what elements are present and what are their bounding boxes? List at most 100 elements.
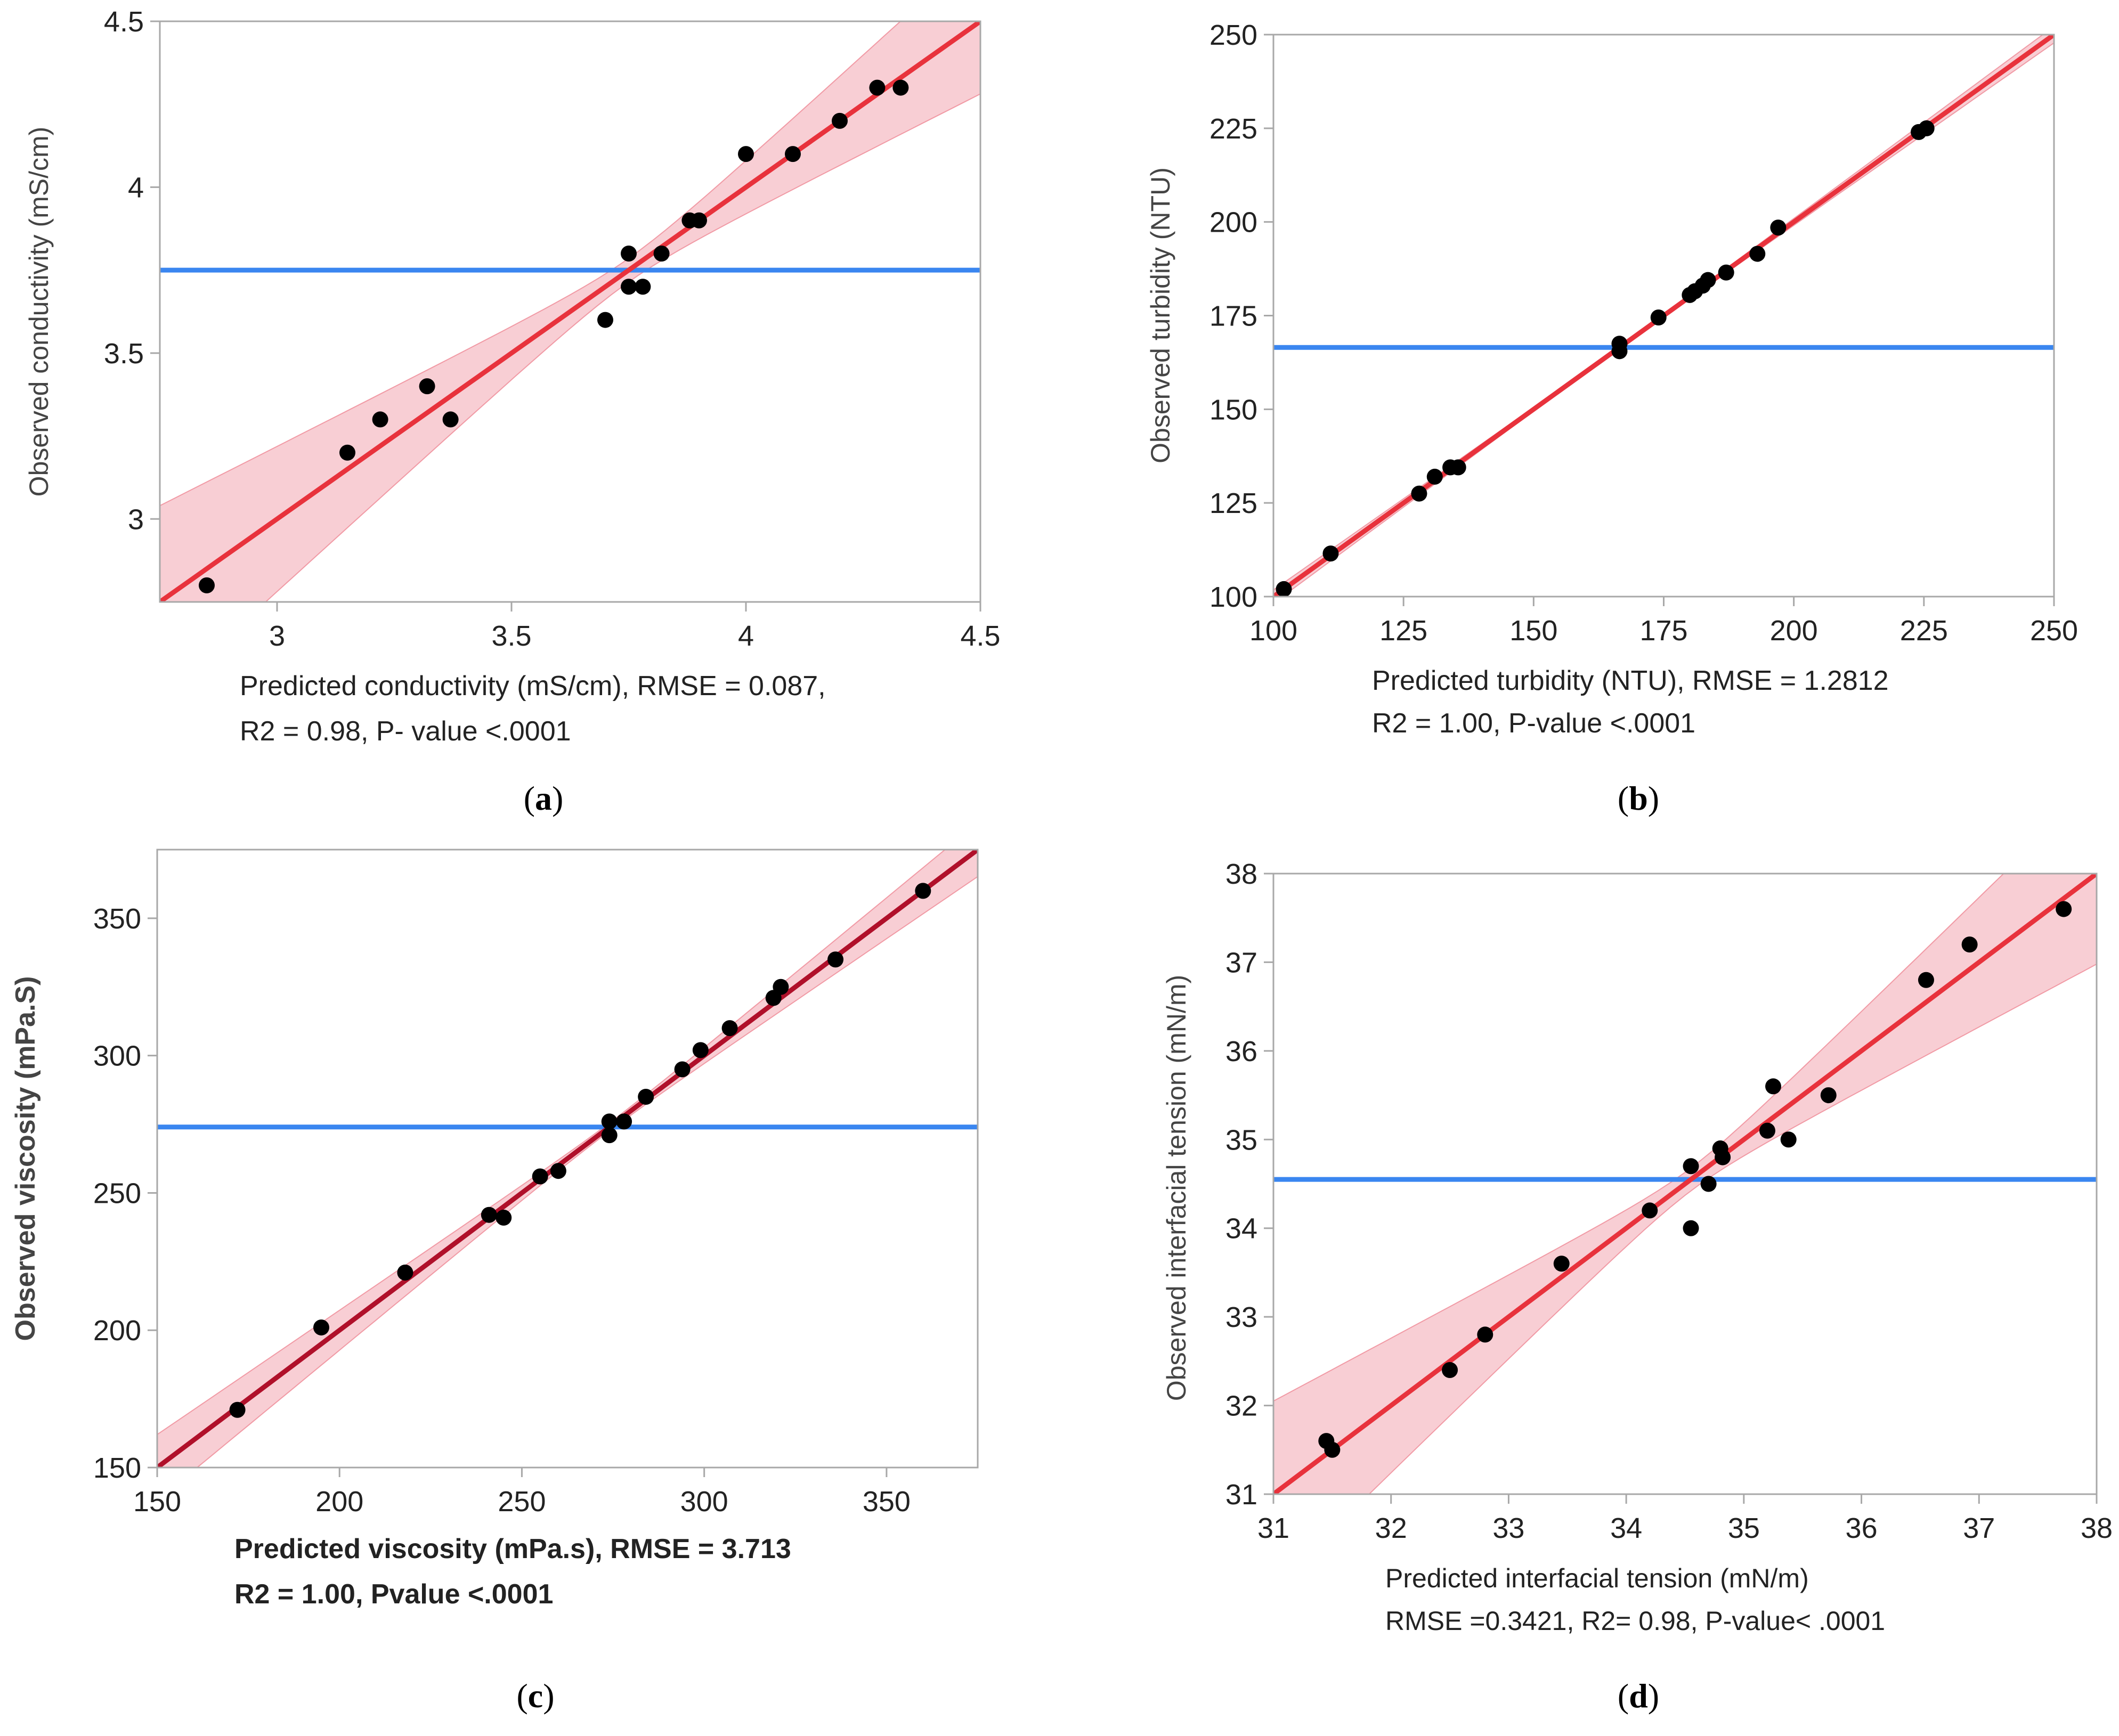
- chart-d-point-15: [1918, 972, 1934, 988]
- chart-d-point-8: [1700, 1176, 1717, 1192]
- chart-c-point-3: [481, 1207, 497, 1223]
- chart-b-point-13: [1718, 264, 1734, 281]
- chart-a-xtick-label-1: 3.5: [491, 620, 531, 652]
- chart-c-xlabel-line1: Predicted viscosity (mPa.s), RMSE = 3.71…: [234, 1534, 791, 1564]
- chart-d-point-12: [1765, 1078, 1782, 1095]
- chart-a-xtick-label-2: 4: [738, 620, 754, 652]
- chart-b-ytick-label-3: 175: [1209, 300, 1257, 332]
- chart-c-point-15: [773, 979, 789, 995]
- chart-c-point-4: [496, 1209, 512, 1226]
- chart-a-point-1: [339, 444, 355, 461]
- chart-a-point-3: [419, 378, 435, 395]
- chart-d-point-14: [1820, 1087, 1837, 1104]
- chart-a-xlabel-line1: Predicted conductivity (mS/cm), RMSE = 0…: [240, 671, 826, 702]
- chart-a-xtick-label-0: 3: [269, 620, 285, 652]
- chart-b-ytick-label-4: 200: [1209, 207, 1257, 239]
- chart-c-ytick-label-0: 150: [93, 1452, 141, 1484]
- chart-b-xtick-label-3: 175: [1639, 615, 1687, 647]
- chart-a-point-14: [832, 112, 848, 129]
- chart-b-ytick-label-0: 100: [1209, 581, 1257, 613]
- chart-d-frame: [1272, 873, 2098, 1495]
- chart-b-point-1: [1322, 545, 1339, 562]
- chart-c-xtick-label-3: 300: [680, 1486, 728, 1518]
- chart-c-point-2: [397, 1264, 413, 1281]
- chart-d-point-16: [1961, 936, 1978, 953]
- chart-d-xtick-label-6: 37: [1963, 1512, 1995, 1544]
- chart-a-point-0: [199, 577, 215, 593]
- chart-d-point-3: [1477, 1326, 1493, 1343]
- chart-b-panel-label: (b): [1618, 779, 1659, 817]
- chart-a-panel-letter: a: [535, 779, 552, 817]
- chart-d-point-10: [1715, 1149, 1731, 1166]
- chart-b-xtick-label-2: 150: [1509, 615, 1557, 647]
- chart-c-plot-area: [157, 850, 978, 1468]
- chart-d-xtick-label-5: 36: [1846, 1512, 1878, 1544]
- chart-c-frame: [156, 849, 979, 1469]
- chart-c-ylabel: Observed viscosity (mPa.S): [10, 976, 41, 1341]
- chart-b-ytick-label-5: 225: [1209, 113, 1257, 145]
- chart-c-xtick-label-4: 350: [863, 1486, 911, 1518]
- chart-a-point-13: [785, 146, 801, 162]
- chart-b-point-3: [1426, 468, 1443, 485]
- chart-c-band-lower-edge: [196, 876, 978, 1468]
- chart-d-xtick-label-3: 34: [1610, 1512, 1642, 1544]
- chart-c-point-12: [692, 1042, 709, 1058]
- chart-d-point-11: [1759, 1122, 1775, 1139]
- chart-c-ytick-label-4: 350: [93, 903, 141, 935]
- chart-a-point-5: [597, 312, 613, 328]
- chart-c-ytick-label-1: 200: [93, 1315, 141, 1347]
- panel-b: 100 125 150 175 200 225 250 100 125 150 175 200 225 2…: [1146, 19, 2078, 817]
- chart-d-ylabel: Observed interfacial tension (mN/m): [1162, 975, 1191, 1401]
- chart-d-panel-label: (d): [1618, 1677, 1659, 1715]
- chart-a-point-11: [691, 212, 707, 229]
- chart-c-point-17: [915, 883, 931, 899]
- chart-b-point-5: [1450, 459, 1466, 476]
- chart-b-point-8: [1650, 309, 1667, 326]
- chart-c-xtick-label-1: 200: [315, 1486, 363, 1518]
- chart-a-ytick-label-1: 3.5: [104, 338, 144, 370]
- chart-c-point-5: [532, 1168, 548, 1185]
- chart-a-point-9: [653, 246, 670, 262]
- chart-a-point-4: [442, 411, 459, 428]
- chart-b-xtick-label-1: 125: [1379, 615, 1427, 647]
- chart-a-ylabel: Observed conductivity (mS/cm): [24, 127, 54, 497]
- chart-c-point-1: [313, 1319, 329, 1336]
- chart-d-fit-line: [1273, 874, 2097, 1494]
- chart-d-xtick-label-7: 38: [2081, 1512, 2113, 1544]
- chart-a-frame: [159, 20, 981, 603]
- chart-b-plot: 100 125 150 175 200 225 250 100 125 150 175 200 225 2…: [1209, 19, 2078, 647]
- chart-c-point-11: [674, 1061, 691, 1078]
- chart-d-xtick-label-4: 35: [1728, 1512, 1760, 1544]
- chart-d-xtick-label-1: 32: [1375, 1512, 1407, 1544]
- chart-d-point-13: [1780, 1131, 1797, 1148]
- chart-d-point-1: [1324, 1441, 1341, 1458]
- chart-a-ytick-label-3: 4.5: [104, 6, 144, 38]
- chart-c-point-0: [229, 1401, 246, 1418]
- chart-b-ytick-label-2: 150: [1209, 394, 1257, 426]
- chart-b-plot-area: [1273, 35, 2054, 597]
- chart-b-ylabel: Observed turbidity (NTU): [1146, 167, 1175, 463]
- chart-a-xtick-label-3: 4.5: [960, 620, 1000, 652]
- chart-c-fit-line: [157, 850, 978, 1468]
- chart-b-point-2: [1411, 485, 1427, 502]
- chart-d-point-17: [2056, 901, 2072, 917]
- chart-d-xtick-label-0: 31: [1257, 1512, 1289, 1544]
- chart-b-point-0: [1276, 581, 1292, 597]
- chart-a-ytick-label-0: 3: [128, 503, 144, 535]
- chart-d-ytick-label-4: 35: [1225, 1124, 1257, 1156]
- chart-c-band-upper-edge: [157, 850, 946, 1435]
- chart-d-ytick-label-5: 36: [1225, 1036, 1257, 1067]
- chart-d-ytick-label-6: 37: [1225, 947, 1257, 979]
- chart-d-xtick-label-2: 33: [1492, 1512, 1524, 1544]
- chart-b-ytick-label-6: 250: [1209, 19, 1257, 51]
- chart-a-point-8: [635, 279, 651, 295]
- chart-d-panel-letter: d: [1629, 1677, 1648, 1715]
- chart-b-xtick-label-4: 200: [1770, 615, 1818, 647]
- chart-d-point-4: [1553, 1256, 1570, 1272]
- chart-d-plot-area: [1273, 874, 2097, 1494]
- chart-d-plot: 31 32 33 34 35 36 37 38 31 32 33 34 35 36 37 38: [1225, 858, 2113, 1544]
- chart-b-xlabel-line1: Predicted turbidity (NTU), RMSE = 1.2812: [1372, 665, 1889, 696]
- chart-c-point-7: [601, 1113, 618, 1130]
- chart-d-xlabel-line1: Predicted interfacial tension (mN/m): [1385, 1563, 1809, 1593]
